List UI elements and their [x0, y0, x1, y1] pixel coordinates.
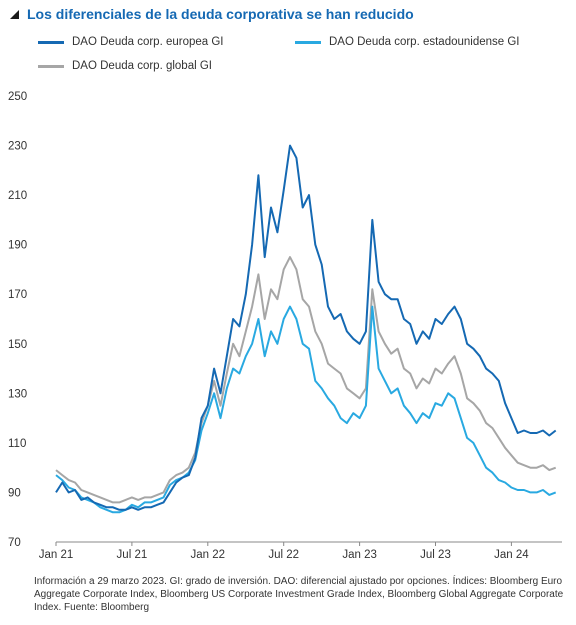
- y-tick-label: 210: [8, 190, 27, 202]
- x-tick-label: Jul 21: [117, 549, 148, 561]
- x-tick-label: Jul 23: [420, 549, 451, 561]
- legend-label-us: DAO Deuda corp. estadounidense GI: [329, 36, 520, 48]
- title-triangle-icon: [10, 9, 19, 19]
- chart-title: Los diferenciales de la deuda corporativ…: [27, 6, 414, 22]
- legend-label-europe: DAO Deuda corp. europea GI: [72, 36, 224, 48]
- series-line-global: [55, 256, 557, 504]
- x-tick-label: Jan 24: [494, 549, 529, 561]
- y-tick-label: 250: [8, 91, 27, 103]
- y-tick-label: 150: [8, 339, 27, 351]
- y-tick-label: 70: [8, 537, 21, 549]
- x-axis-ticks: Jan 21 Jul 21 Jan 22 Jul 22 Jan 23 Jul 23 Jan …: [39, 542, 529, 561]
- series-line-us: [55, 305, 557, 514]
- y-tick-label: 190: [8, 240, 27, 252]
- legend-item-europe: DAO Deuda corp. europea GI: [38, 36, 224, 48]
- y-tick-label: 170: [8, 289, 27, 301]
- series-line-europe: [55, 144, 557, 511]
- chart-legend: DAO Deuda corp. europea GI DAO Deuda cor…: [38, 36, 568, 82]
- y-tick-label: 230: [8, 141, 27, 153]
- legend-item-global: DAO Deuda corp. global GI: [38, 60, 212, 72]
- y-tick-label: 130: [8, 388, 27, 400]
- legend-swatch-global: [38, 64, 64, 68]
- x-tick-label: Jul 22: [268, 549, 299, 561]
- line-chart: 70 90 110 130 150 170 190 210 230 250 Jan 21 Jul 2…: [8, 91, 562, 561]
- x-tick-label: Jan 21: [39, 549, 74, 561]
- legend-label-global: DAO Deuda corp. global GI: [72, 60, 212, 72]
- x-tick-label: Jan 22: [191, 549, 226, 561]
- y-tick-label: 90: [8, 487, 21, 499]
- y-axis-ticks: 70 90 110 130 150 170 190 210 230 250: [8, 91, 27, 549]
- legend-item-us: DAO Deuda corp. estadounidense GI: [295, 36, 520, 48]
- series-lines: [55, 144, 557, 514]
- legend-swatch-europe: [38, 40, 64, 44]
- chart-footnote: Información a 29 marzo 2023. GI: grado d…: [34, 576, 564, 613]
- y-tick-label: 110: [8, 438, 26, 450]
- legend-swatch-us: [295, 40, 321, 44]
- chart-title-row: Los diferenciales de la deuda corporativ…: [10, 6, 414, 22]
- x-tick-label: Jan 23: [342, 549, 377, 561]
